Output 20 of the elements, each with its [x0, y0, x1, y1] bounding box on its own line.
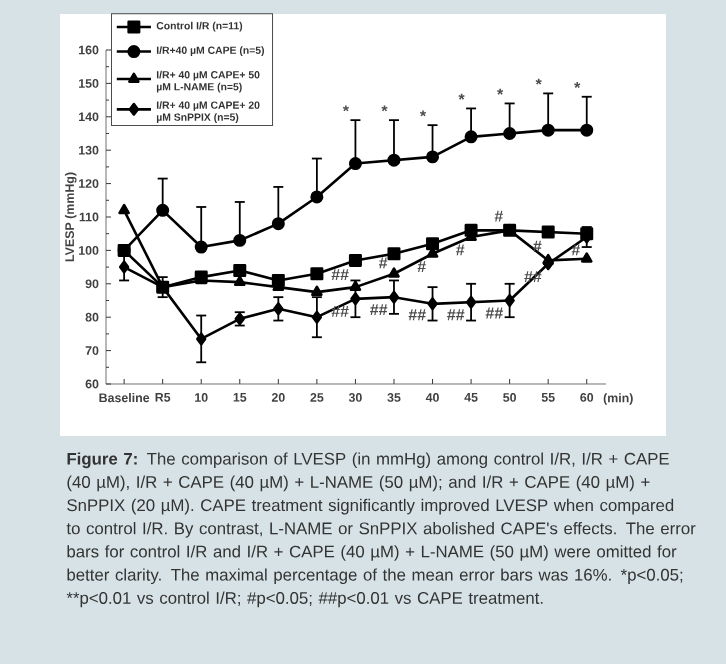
annotation: ## — [447, 309, 465, 321]
annotation: * — [342, 105, 350, 112]
annotation: ## — [331, 269, 349, 281]
annotation: * — [381, 105, 388, 112]
annotation: # — [571, 244, 581, 256]
annotation: ## — [485, 307, 503, 319]
annotation: * — [574, 82, 581, 88]
text: Figure 7: The comparison of LVESP (in mmHg) among control I/R, I/R + CAPE (40 µM), I/R + CAPE (40 µM) + L-NAME (50 µM); and I/R + CAPE (40 µM) + SnPPIX (20 µM). CAPE treatment significantly improved LVESP when compared to control I/R. By contrast, L-NAME or SnPPIX abolished CAPE's effects. The error bars for control I/R and I/R + CAPE (40 µM) + L-NAME (50 µM) were omitted for better clarity. The maximal percentage of the mean error bars was 16%. *p<0.05; **p<0.01 vs control I/R; #p<0.05; ##p<0.01 vs CAPE treatment. — [66, 452, 696, 608]
annotation: * — [458, 93, 465, 100]
annotation: # — [533, 240, 542, 252]
annotation: ## — [408, 309, 426, 321]
annotation: # — [456, 244, 465, 256]
annotation: # — [417, 261, 426, 273]
annotation: * — [497, 88, 504, 95]
annotation: # — [378, 257, 388, 269]
annotation: # — [494, 210, 503, 222]
annotation: * — [535, 78, 542, 85]
annotation: ## — [370, 304, 388, 316]
annotation: * — [419, 110, 427, 117]
annotation: ## — [331, 305, 349, 317]
